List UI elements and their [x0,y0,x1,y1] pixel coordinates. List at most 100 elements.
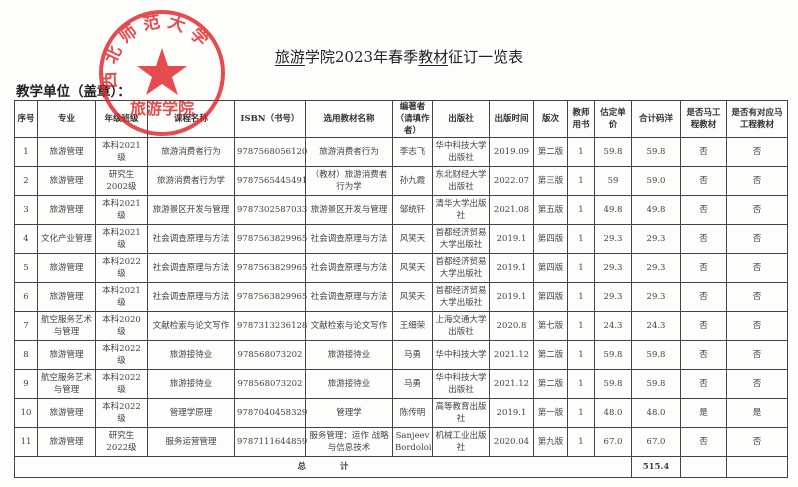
table-cell: 本科2022级 [95,369,148,399]
table-cell: 7 [14,311,38,341]
table-cell: 旅游管理 [37,253,96,283]
table-cell: 社会调查原理与方法 [305,282,393,312]
table-cell: 第五版 [533,195,568,225]
table-cell: 59.8 [594,137,632,167]
table-row: 8 旅游管理 本科2022级 旅游接待业 978568073202 旅游接待业 马勇 华中科技… [14,340,788,370]
table-cell: 9787563829965 [234,282,307,312]
table-cell: 67.0 [631,427,681,457]
table-cell: 2019.1 [489,282,534,312]
table-cell: 旅游管理 [37,166,96,196]
table-cell: 11 [14,427,38,457]
table-cell: 第一版 [533,398,568,428]
table-cell: 社会调查原理与方法 [147,282,235,312]
column-header: 专业 [37,100,96,138]
table-cell: 首都经济贸易大学出版社 [432,253,490,283]
table-cell: 否 [726,195,788,225]
table-cell: 1 [14,137,38,167]
column-header: 估定单价 [594,100,632,138]
table-cell: 华中科技大学出版社 [432,137,490,167]
table-cell: 第三版 [533,166,568,196]
title-school: 旅游 [274,48,305,66]
table-cell: 59.0 [631,166,681,196]
table-cell: 华中科技大学出版社 [432,369,490,399]
total-label: 总 计 [14,456,632,478]
table-cell: 旅游消费者行为 [305,137,393,167]
table-cell: 978568073202 [234,340,306,370]
table-cell: 1 [567,253,595,283]
title-suffix: 征订一览表 [448,48,524,66]
table-cell: 服务运营管理 [147,427,235,457]
table-cell: 本科2020级 [95,311,148,341]
table-cell: 59 [594,166,632,196]
table-cell: 否 [726,224,788,254]
column-header: 是否马工程教材 [680,100,727,138]
table-cell: 9 [14,369,38,399]
table-cell: 9787565445491 [234,166,307,196]
table-row: 10 旅游管理 本科2022级 管理学原理 9787040458329 管理学 陈传明 高等教… [14,398,788,428]
table-cell: 67.0 [594,427,632,457]
table-cell: 第七版 [533,311,568,341]
table-cell: 1 [567,224,595,254]
unit-label: 教学单位（盖章）： [16,84,131,100]
document-title: 旅游学院2023年春季教材征订一览表 [0,46,798,67]
table-cell: 研究生2002级 [95,166,148,196]
table-cell: 本科2021级 [95,137,148,167]
table-cell: 9787563829965 [234,253,307,283]
table-cell: 本科2022级 [95,340,148,370]
table-cell: 风笑天 [392,282,433,312]
column-header: 年级班级 [95,100,148,138]
total-value: 515.4 [631,456,681,478]
table-cell: 马勇 [392,369,433,399]
table-cell: 否 [680,311,727,341]
table-cell: 第二版 [533,137,568,167]
table-cell: 旅游消费者行为学 [147,166,235,196]
column-header: 编著者（请填作者） [392,100,433,138]
table-cell: 文献检索与论文写作 [147,311,235,341]
table-cell: 59.8 [631,369,681,399]
table-cell: 否 [726,427,788,457]
table-cell: 第九版 [533,427,568,457]
table-cell: 24.3 [631,311,681,341]
table-cell: 2019.1 [489,398,534,428]
table-cell: 旅游管理 [37,427,96,457]
table-cell: 第二版 [533,340,568,370]
table-cell: 华中科技大学 [432,340,490,370]
table-cell: 本科2022级 [95,398,148,428]
table-cell: 旅游管理 [37,195,96,225]
table-cell: 航空服务艺术与管理 [37,311,96,341]
table-cell: 管理学原理 [147,398,235,428]
table-row: 5 旅游管理 本科2022级 社会调查原理与方法 9787563829965 社会调查原理… [14,253,788,283]
table-cell: 旅游管理 [37,282,96,312]
table-cell: 1 [567,282,595,312]
table-cell: 高等教育出版社 [432,398,490,428]
table-cell: 马勇 [392,340,433,370]
table-cell: 3 [14,195,38,225]
table-cell: 旅游接待业 [305,340,393,370]
table-cell: 9787568056120 [234,137,307,167]
table-cell: 1 [567,369,595,399]
table-cell: 是 [726,398,788,428]
table-cell: 9787111644859 [234,427,307,457]
table-cell: 59.8 [631,340,681,370]
empty-cell [680,456,727,478]
table-cell: 社会调查原理与方法 [305,224,393,254]
column-header: 课程名称 [147,100,235,138]
table-cell: 本科2022级 [95,253,148,283]
table-cell: 本科2021级 [95,195,148,225]
column-header: 教师用书 [567,100,595,138]
table-cell: 48.0 [631,398,681,428]
table-cell: 否 [726,253,788,283]
table-cell: 否 [680,253,727,283]
table-cell: Sanjeev Bordoloi [392,427,433,457]
table-row: 1 旅游管理 本科2021级 旅游消费者行为 9787568056120 旅游消费者行为李… [14,137,788,167]
column-header: 出版时间 [489,100,534,138]
table-cell: 1 [567,398,595,428]
table-cell: 旅游管理 [37,398,96,428]
column-header: 版次 [533,100,568,138]
table-cell: 否 [726,369,788,399]
table-cell: 王细荣 [392,311,433,341]
table-cell: 59.8 [594,340,632,370]
table-cell: 东北财经大学出版社 [432,166,490,196]
table-cell: 李志飞 [392,137,433,167]
table-cell: 否 [726,166,788,196]
